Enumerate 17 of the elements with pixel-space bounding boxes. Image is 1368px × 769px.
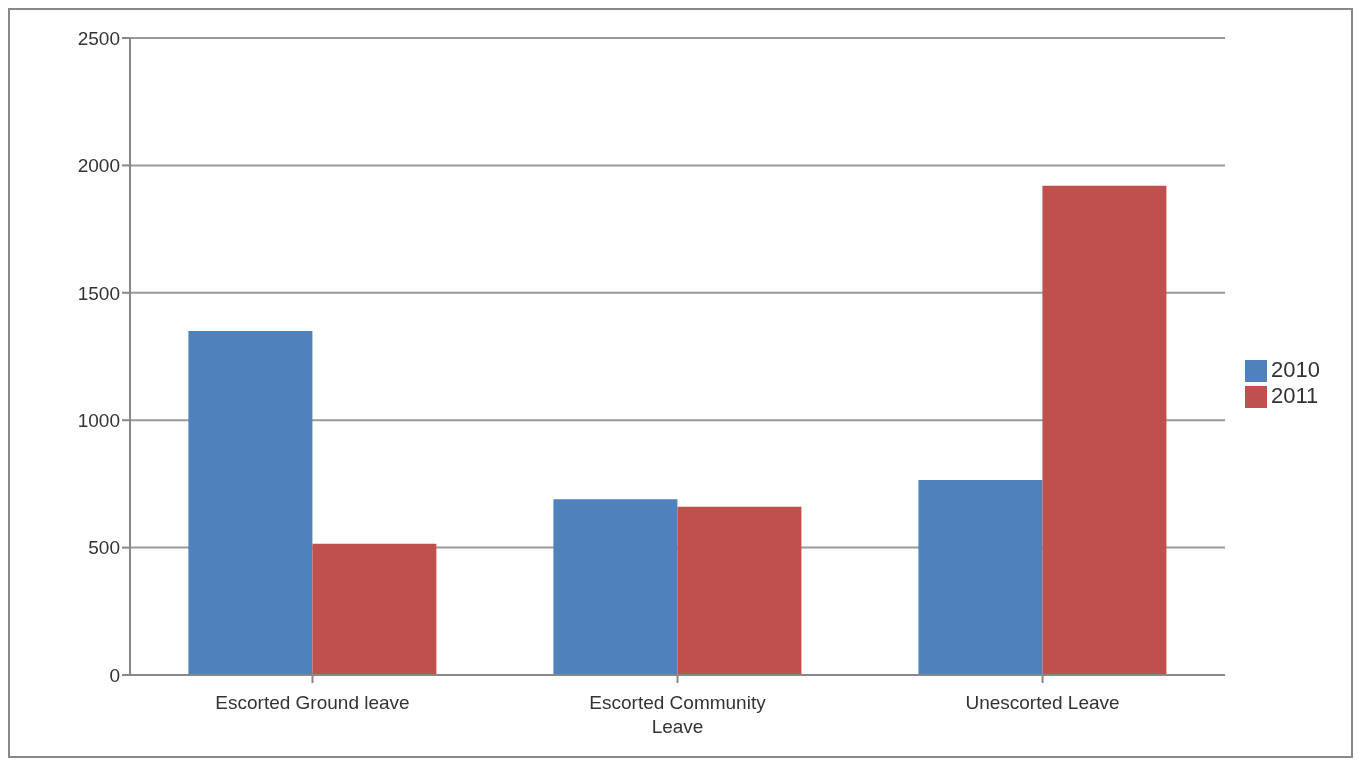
bar xyxy=(1042,185,1167,675)
x-tick-label: Unescorted Leave xyxy=(965,692,1120,713)
x-tick-label: Escorted Ground leave xyxy=(215,692,410,713)
legend-label: 2010 xyxy=(1271,356,1320,382)
bar xyxy=(188,331,313,675)
y-tick-label: 0 xyxy=(109,664,120,686)
y-tick-label: 2500 xyxy=(77,27,120,49)
y-tick-label: 1500 xyxy=(77,282,120,304)
y-tick-label: 500 xyxy=(88,537,120,559)
bar xyxy=(918,480,1043,675)
bar xyxy=(312,543,437,675)
legend-label: 2011 xyxy=(1271,382,1319,408)
bar xyxy=(553,499,678,675)
bar xyxy=(677,506,802,675)
x-tick-label: Escorted Community Leave xyxy=(589,692,767,737)
y-tick-label: 1000 xyxy=(77,409,120,431)
y-tick-label: 2000 xyxy=(77,155,120,177)
